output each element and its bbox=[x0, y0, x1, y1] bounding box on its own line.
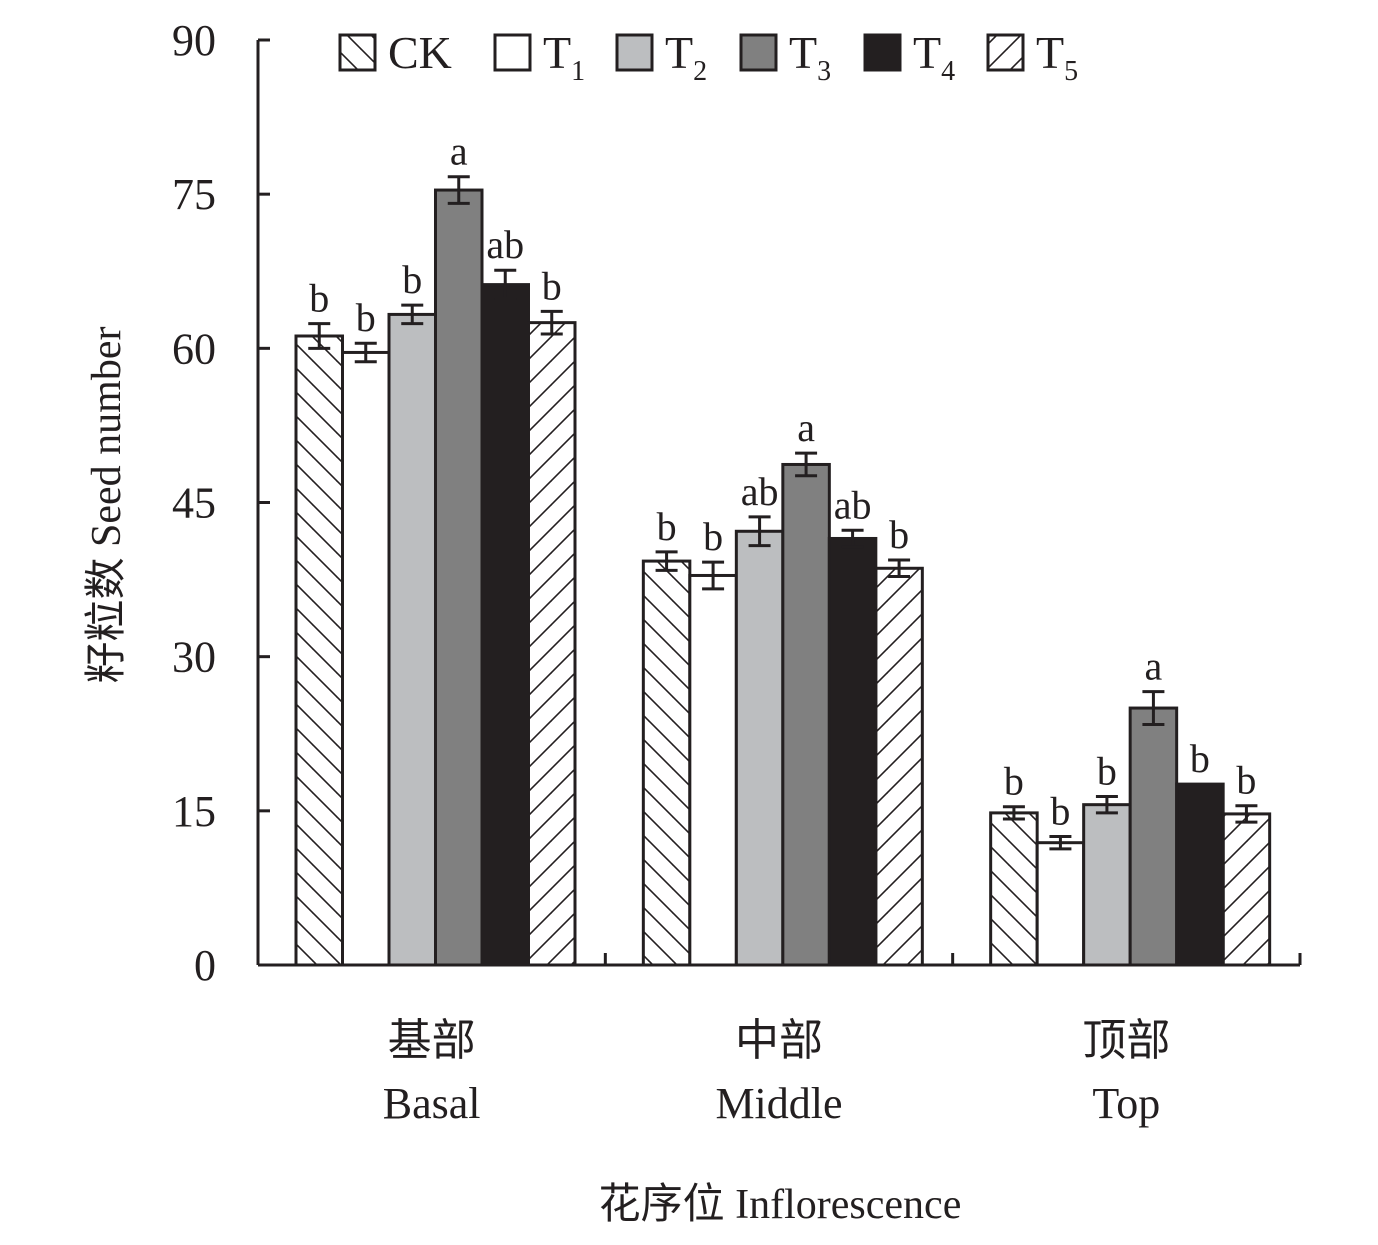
y-axis-label: 籽粒数 Seed number bbox=[84, 327, 130, 684]
legend-swatch bbox=[739, 33, 778, 72]
bar bbox=[989, 811, 1039, 967]
significance-label: b bbox=[356, 295, 376, 340]
bar bbox=[734, 529, 785, 967]
legend-swatch bbox=[986, 33, 1025, 72]
significance-label: b bbox=[889, 512, 909, 557]
x-tick-label-zh: 顶部 bbox=[1082, 1016, 1170, 1065]
y-tick-label: 0 bbox=[194, 941, 216, 990]
bar bbox=[387, 312, 437, 967]
x-tick-label-zh: 基部 bbox=[388, 1016, 476, 1065]
y-tick-label: 15 bbox=[172, 787, 216, 836]
y-tick-label: 75 bbox=[172, 170, 216, 219]
x-tick-label-en: Basal bbox=[383, 1079, 481, 1128]
legend-label: T3 bbox=[789, 27, 831, 87]
x-tick-label-en: Middle bbox=[715, 1079, 842, 1128]
significance-label: a bbox=[1145, 644, 1163, 689]
legend-label-subscript: 5 bbox=[1064, 56, 1078, 87]
legend-swatch bbox=[338, 33, 377, 72]
bar bbox=[434, 188, 484, 967]
y-tick-label: 60 bbox=[172, 324, 216, 373]
legend-swatch bbox=[863, 33, 902, 72]
legend-label-subscript: 3 bbox=[817, 56, 831, 87]
bar bbox=[1175, 782, 1225, 967]
significance-label: b bbox=[1097, 748, 1117, 793]
significance-label: b bbox=[309, 276, 329, 321]
bar bbox=[527, 321, 577, 967]
legend-label-subscript: 1 bbox=[571, 56, 585, 87]
bar bbox=[641, 559, 692, 967]
bar bbox=[294, 334, 344, 967]
bar bbox=[874, 566, 924, 967]
bar bbox=[688, 573, 738, 967]
legend-label: T2 bbox=[665, 27, 707, 87]
significance-label: b bbox=[703, 514, 723, 559]
bar bbox=[1082, 803, 1132, 967]
x-tick-label-zh: 中部 bbox=[735, 1016, 823, 1065]
bar bbox=[1221, 812, 1272, 967]
x-axis-label: 花序位 Inflorescence bbox=[599, 1181, 962, 1228]
significance-label: b bbox=[402, 257, 422, 302]
legend-label-subscript: 4 bbox=[941, 56, 955, 87]
bar bbox=[781, 462, 831, 967]
bar bbox=[1035, 841, 1086, 967]
significance-label: b bbox=[542, 263, 562, 308]
significance-label: b bbox=[1236, 758, 1256, 803]
significance-label: ab bbox=[834, 482, 872, 527]
significance-label: b bbox=[1050, 789, 1070, 834]
bar bbox=[480, 283, 530, 967]
significance-label: a bbox=[797, 405, 815, 450]
legend-label-subscript: 2 bbox=[693, 56, 707, 87]
significance-label: b bbox=[1190, 736, 1210, 781]
significance-label: b bbox=[657, 504, 677, 549]
significance-label: a bbox=[450, 129, 468, 174]
legend-label: T1 bbox=[543, 27, 585, 87]
legend-label: T4 bbox=[913, 27, 955, 87]
significance-label: ab bbox=[741, 469, 779, 514]
legend-label: CK bbox=[388, 27, 452, 78]
y-tick-label: 30 bbox=[172, 633, 216, 682]
significance-label: b bbox=[1004, 759, 1024, 804]
bar bbox=[341, 350, 391, 967]
y-tick-label: 45 bbox=[172, 479, 216, 528]
x-tick-label-en: Top bbox=[1092, 1079, 1160, 1128]
bar bbox=[1128, 706, 1179, 967]
legend-label: T5 bbox=[1036, 27, 1078, 87]
legend-swatch bbox=[615, 33, 654, 72]
legend-swatch bbox=[493, 33, 532, 72]
y-tick-label: 90 bbox=[172, 16, 216, 65]
significance-label: ab bbox=[486, 222, 524, 267]
bar bbox=[827, 536, 878, 967]
